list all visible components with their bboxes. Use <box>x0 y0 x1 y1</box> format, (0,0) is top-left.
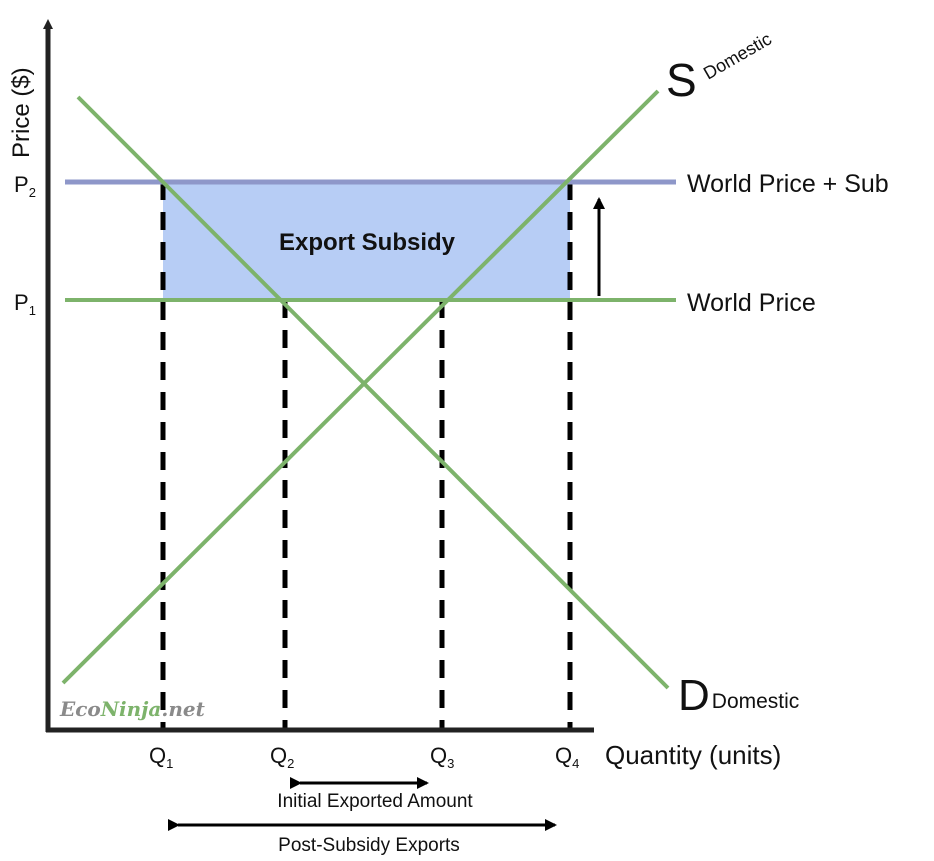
supply-sub-label: Domestic <box>700 29 775 84</box>
supply-curve <box>61 89 660 685</box>
p2-label: P2 <box>14 172 36 200</box>
world-price-plus-sub-label: World Price + Sub <box>687 170 889 198</box>
supply-label: S <box>666 54 697 106</box>
demand-curve <box>76 95 670 690</box>
q1-label: Q1 <box>149 743 173 771</box>
p1-label: P1 <box>14 290 36 318</box>
initial-exports-label: Initial Exported Amount <box>277 791 473 812</box>
x-axis-label: Quantity (units) <box>605 740 781 770</box>
export-subsidy-label: Export Subsidy <box>279 229 456 256</box>
demand-label: DDomestic <box>678 671 799 720</box>
q3-label: Q3 <box>430 743 454 771</box>
q2-label: Q2 <box>270 743 294 771</box>
econinja-watermark: EcoNinja.net <box>59 697 206 721</box>
export-subsidy-area <box>163 182 570 300</box>
post-subsidy-exports-label: Post-Subsidy Exports <box>278 835 460 856</box>
q4-label: Q4 <box>555 743 579 771</box>
world-price-label: World Price <box>687 289 816 317</box>
y-axis-label: Price ($) <box>8 67 35 158</box>
